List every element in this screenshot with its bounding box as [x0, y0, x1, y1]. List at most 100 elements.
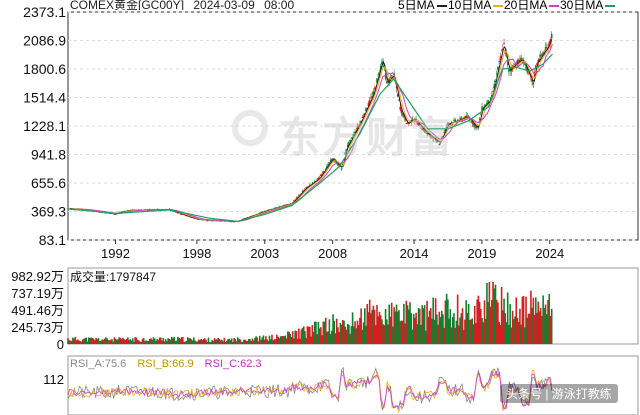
candle-body — [350, 137, 353, 139]
volume-bar — [530, 290, 532, 344]
candle-body — [368, 99, 371, 104]
rsi-b-label: RSI_B:66.9 — [137, 358, 194, 370]
volume-bar — [128, 340, 130, 344]
candle-body — [473, 124, 476, 127]
volume-bar — [224, 341, 227, 344]
volume-bar — [164, 339, 167, 344]
volume-bar — [414, 317, 416, 344]
volume-bar — [221, 339, 223, 344]
volume-bar — [422, 308, 425, 344]
volume-bar — [398, 310, 400, 344]
volume-bar — [263, 339, 266, 344]
candle-body — [500, 50, 503, 52]
volume-bar — [547, 300, 549, 344]
volume-y-tick-label: 491.46万 — [11, 303, 64, 318]
candle-body — [401, 113, 404, 116]
candle-body — [353, 134, 355, 136]
candle-body — [509, 69, 511, 71]
candle-body — [232, 221, 234, 223]
volume-bar — [356, 320, 359, 344]
candle-body — [541, 53, 543, 56]
candle-body — [233, 221, 235, 223]
volume-bar — [548, 293, 551, 344]
volume-bar — [410, 313, 413, 344]
ma10-line — [72, 42, 553, 222]
volume-bar — [144, 341, 146, 344]
volume-bar — [152, 337, 155, 344]
volume-bar — [196, 341, 199, 344]
candle-body — [400, 109, 403, 114]
candle-body — [547, 48, 549, 51]
candle-body — [322, 171, 325, 174]
volume-bar — [98, 340, 101, 344]
volume-bar — [428, 310, 431, 344]
volume-bar — [218, 338, 221, 344]
candle-body — [317, 178, 320, 179]
volume-bar — [197, 339, 200, 344]
volume-bar — [81, 339, 84, 344]
volume-bar — [195, 341, 198, 344]
volume-bar — [151, 339, 154, 344]
volume-bar — [232, 342, 234, 344]
volume-bar — [251, 338, 254, 344]
volume-bar — [100, 340, 102, 344]
volume-bar — [432, 297, 435, 344]
candle-body — [506, 62, 509, 66]
volume-bar — [450, 327, 453, 344]
volume-bar — [439, 317, 442, 344]
candle-body — [229, 221, 232, 223]
volume-bar — [340, 324, 343, 344]
volume-bar — [443, 327, 445, 344]
volume-bar — [484, 318, 487, 344]
price-x-tick-label: 2008 — [318, 246, 347, 261]
volume-bar — [199, 339, 201, 344]
volume-bar — [287, 331, 289, 344]
volume-bar — [318, 328, 321, 344]
volume-bar — [406, 305, 409, 344]
candle-body — [497, 66, 499, 70]
candle-body — [451, 123, 454, 125]
volume-bar — [335, 318, 338, 344]
candle-body — [517, 60, 520, 63]
volume-bar — [464, 319, 466, 344]
volume-label: 成交量:1797847 — [70, 270, 157, 284]
volume-bar — [90, 337, 93, 344]
volume-bar — [123, 339, 125, 344]
volume-bar — [549, 316, 552, 344]
ma20-line — [77, 44, 553, 222]
volume-bar — [273, 339, 276, 344]
volume-bar — [118, 337, 121, 344]
volume-bar — [70, 340, 73, 344]
candle-body — [532, 82, 535, 85]
volume-bar — [305, 337, 307, 344]
volume-bar — [360, 308, 362, 344]
candle-body — [186, 215, 189, 217]
volume-bar — [524, 327, 526, 344]
candle-body — [354, 131, 356, 135]
volume-bar — [367, 312, 370, 344]
volume-bar — [105, 337, 107, 344]
candle-body — [381, 62, 383, 65]
candle-body — [293, 200, 295, 202]
volume-bar — [343, 320, 345, 344]
volume-bar — [418, 308, 421, 344]
candle-body — [329, 160, 332, 162]
volume-bar — [513, 319, 515, 344]
candle-body — [230, 221, 233, 223]
candle-body — [407, 123, 410, 124]
volume-bar — [431, 318, 433, 344]
candle-body — [285, 204, 288, 206]
candle-body — [359, 123, 361, 126]
volume-bar — [355, 328, 358, 344]
price-x-tick-label: 2024 — [535, 246, 564, 261]
volume-bar — [531, 307, 533, 344]
candle-body — [425, 130, 427, 133]
rsi-a-line — [67, 366, 553, 410]
candle-body — [342, 164, 344, 165]
volume-bar — [535, 297, 537, 344]
candle-body — [282, 205, 284, 207]
volume-bar — [158, 337, 161, 344]
volume-bar — [488, 282, 491, 344]
volume-bar — [230, 338, 233, 344]
